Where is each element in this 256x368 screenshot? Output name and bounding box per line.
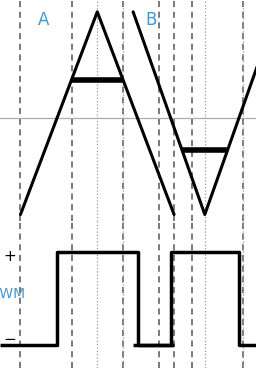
- Text: B: B: [145, 11, 157, 29]
- Text: PWM: PWM: [0, 287, 26, 301]
- Text: −: −: [4, 332, 17, 347]
- Text: +: +: [4, 249, 17, 264]
- Text: A: A: [38, 11, 49, 29]
